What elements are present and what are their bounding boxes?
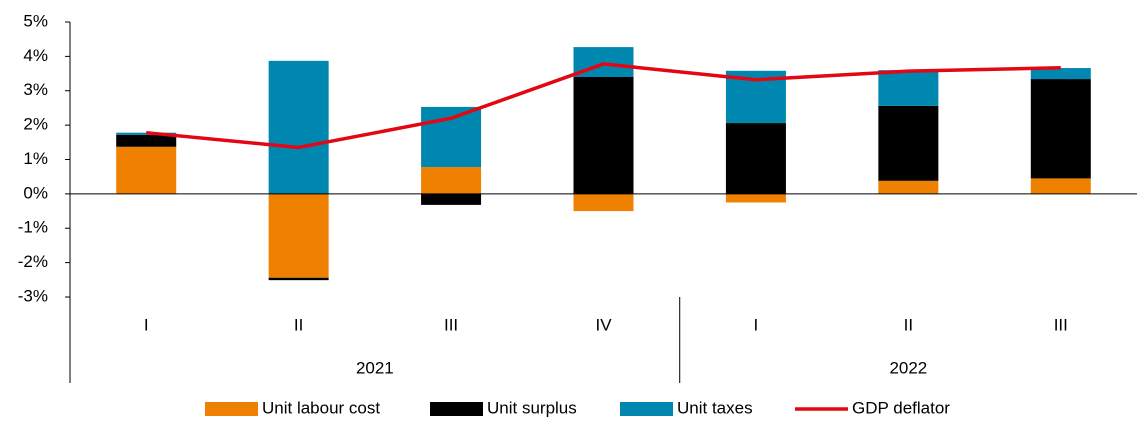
y-tick-label: 1%: [23, 149, 48, 168]
bar: [878, 180, 939, 194]
x-tick-label: III: [444, 315, 458, 334]
legend-swatch: [430, 402, 483, 416]
bar: [573, 77, 634, 194]
bar: [268, 60, 329, 194]
bar: [573, 193, 634, 212]
bar: [116, 134, 177, 147]
legend-swatch: [620, 402, 673, 416]
bar: [268, 193, 329, 278]
bar: [421, 193, 482, 205]
bar: [725, 123, 786, 194]
bar: [1030, 178, 1091, 194]
line: [146, 62, 1061, 150]
x-tick-label: III: [1054, 315, 1068, 334]
x-tick-label: IV: [595, 315, 612, 334]
legend-label: Unit taxes: [677, 398, 753, 417]
y-tick-label: 4%: [23, 46, 48, 65]
legend-label: GDP deflator: [852, 398, 950, 417]
bar: [1030, 68, 1091, 80]
y-tick-label: -2%: [18, 252, 48, 271]
y-tick-label: 5%: [23, 11, 48, 30]
bar: [878, 105, 939, 181]
y-tick-label: -1%: [18, 218, 48, 237]
y-tick-label: -3%: [18, 286, 48, 305]
bar: [1030, 79, 1091, 179]
x-tick-label: I: [754, 315, 759, 334]
bar: [421, 167, 482, 194]
group-label: 2022: [889, 358, 927, 377]
x-tick-label: I: [144, 315, 149, 334]
y-tick-label: 0%: [23, 183, 48, 202]
bar: [116, 146, 177, 194]
y-tick-label: 2%: [23, 115, 48, 134]
bar: [725, 193, 786, 203]
bar: [421, 106, 482, 168]
legend-label: Unit labour cost: [262, 398, 380, 417]
legend-swatch: [205, 402, 258, 416]
x-tick-label: II: [294, 315, 303, 334]
x-tick-label: II: [904, 315, 913, 334]
y-tick-label: 3%: [23, 80, 48, 99]
legend-label: Unit surplus: [487, 398, 577, 417]
group-label: 2021: [356, 358, 394, 377]
bar: [268, 277, 329, 281]
bar: [878, 70, 939, 106]
